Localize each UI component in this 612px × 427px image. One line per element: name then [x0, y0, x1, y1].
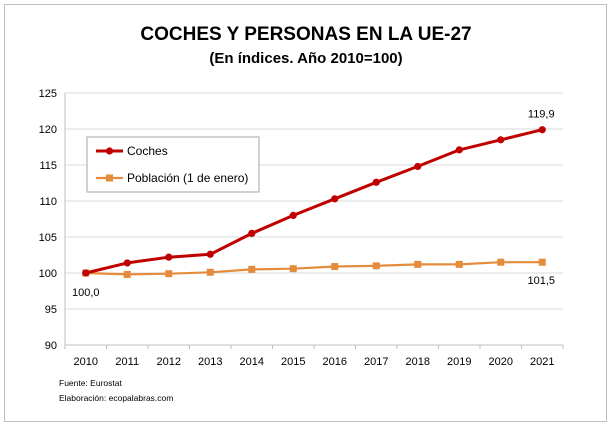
poblacion-data-point: [289, 265, 297, 273]
coches-data-point: [248, 229, 256, 237]
poblacion-data-point: [206, 268, 214, 276]
y-tick-label: 115: [39, 160, 57, 172]
x-tick-label: 2018: [406, 356, 430, 368]
poblacion-series-line: [84, 261, 544, 276]
y-tick-label: 105: [39, 232, 57, 244]
legend-box: [86, 136, 260, 193]
coches-data-point: [497, 136, 505, 144]
coches-data-point: [414, 162, 422, 171]
y-tick-label: 110: [39, 196, 57, 208]
x-tick-label: 2012: [157, 356, 181, 368]
x-tick-label: 2016: [323, 356, 347, 368]
coches-data-point: [331, 195, 339, 203]
coches-data-point: [372, 178, 380, 186]
coches-legend-marker: [105, 147, 114, 155]
y-tick-label: 100: [39, 268, 57, 280]
poblacion-data-point: [372, 262, 380, 270]
data-label-poblacion-2021: 101,5: [527, 275, 555, 287]
chart-subtitle: (En índices. Año 2010=100): [209, 50, 403, 67]
poblacion-data-point: [497, 258, 505, 266]
poblacion-data-point: [455, 260, 463, 268]
coches-data-point: [206, 250, 214, 258]
poblacion-data-point: [414, 260, 422, 268]
x-tick-label: 2010: [74, 356, 98, 368]
x-tick-label: 2019: [447, 356, 471, 368]
x-tick-label: 2014: [240, 356, 264, 368]
coches-data-point: [82, 269, 90, 277]
x-tick-label: 2015: [281, 356, 305, 368]
chart-title: COCHES Y PERSONAS EN LA UE-27: [140, 24, 472, 45]
poblacion-legend-label: Población (1 de enero): [127, 171, 248, 185]
coches-data-point: [538, 126, 546, 134]
y-tick-label: 95: [45, 304, 57, 316]
y-tick-label: 120: [39, 124, 57, 136]
x-tick-label: 2013: [198, 356, 222, 368]
x-tick-label: 2021: [530, 356, 554, 368]
coches-data-point: [165, 253, 173, 261]
coches-data-point: [123, 259, 131, 267]
data-label-coches-2021: 119,9: [528, 109, 555, 121]
poblacion-legend-marker: [106, 174, 113, 182]
x-tick-label: 2017: [364, 356, 388, 368]
poblacion-data-point: [331, 263, 339, 271]
data-label-coches-2010: 100,0: [72, 287, 100, 299]
poblacion-data-point: [538, 258, 546, 266]
chart-frame: [4, 4, 607, 422]
poblacion-data-point: [248, 265, 256, 273]
poblacion-data-point: [123, 270, 131, 278]
credit-note: Elaboración: ecopalabras.com: [59, 393, 174, 403]
y-tick-label: 90: [45, 340, 57, 352]
x-tick-label: 2011: [115, 356, 139, 368]
poblacion-data-point: [165, 270, 173, 278]
source-note: Fuente: Eurostat: [59, 378, 122, 388]
coches-legend-label: Coches: [127, 144, 168, 158]
coches-series-line: [84, 128, 544, 275]
coches-data-point: [455, 146, 463, 154]
coches-data-point: [289, 211, 297, 219]
x-tick-label: 2020: [489, 356, 513, 368]
y-tick-label: 125: [39, 88, 57, 100]
